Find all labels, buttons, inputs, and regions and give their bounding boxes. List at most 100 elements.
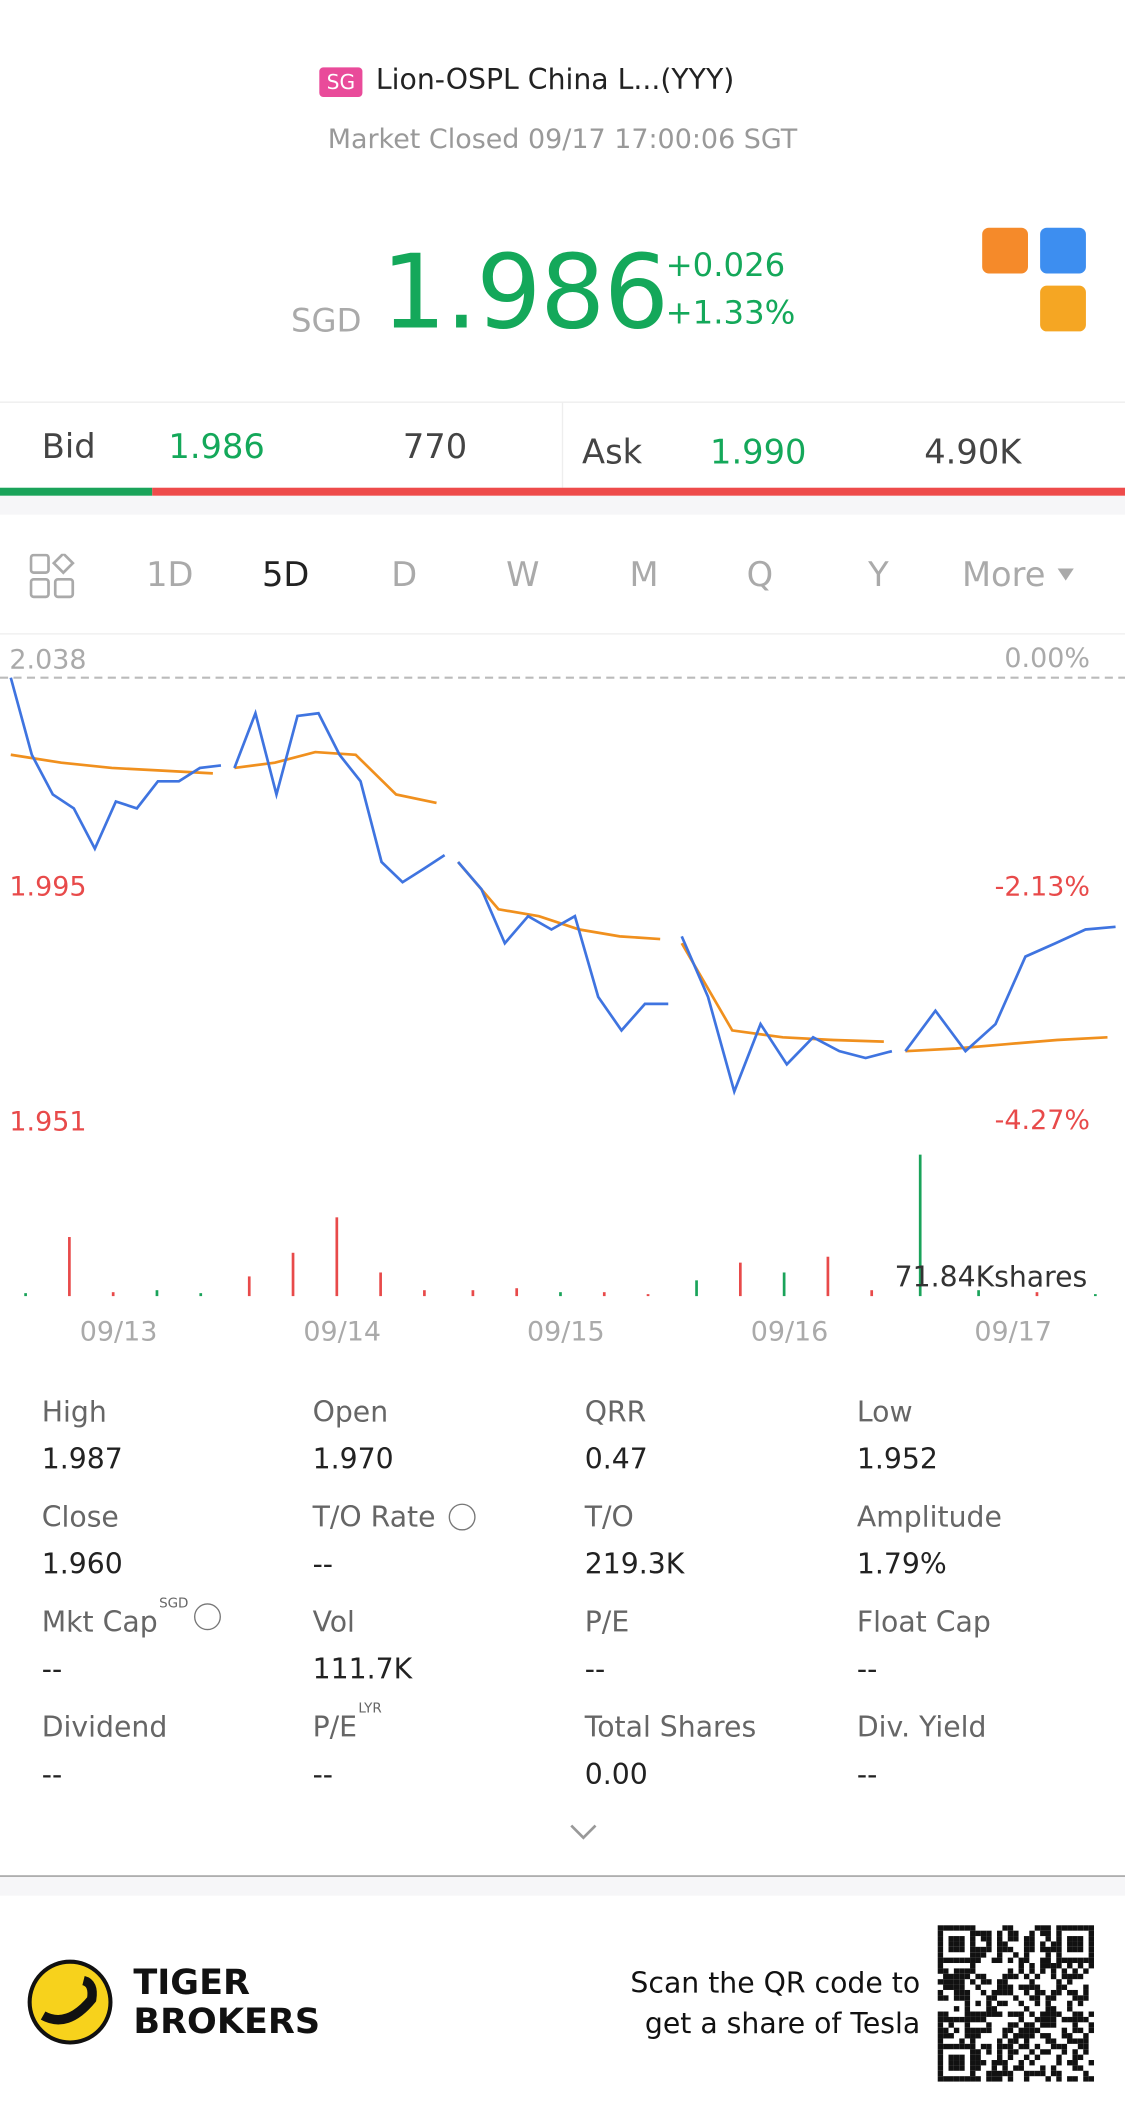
qr-module xyxy=(1007,2027,1014,2034)
qr-module xyxy=(1013,2033,1019,2039)
expand-chevron[interactable] xyxy=(567,1822,599,1844)
qr-module xyxy=(1083,1957,1089,1964)
volume-bar xyxy=(918,1154,922,1297)
qr-module xyxy=(1056,1930,1062,1937)
qr-module xyxy=(975,2054,981,2061)
qr-module xyxy=(953,2027,960,2034)
qr-module xyxy=(970,2049,976,2055)
qr-module xyxy=(1023,1941,1030,1947)
stat-label: Open xyxy=(312,1395,389,1429)
stat-label: Dividend xyxy=(41,1711,168,1744)
qr-module xyxy=(959,1979,965,1985)
bid-label: Bid xyxy=(41,427,96,467)
qr-module xyxy=(964,2043,971,2050)
qr-module xyxy=(953,2054,960,2061)
qr-module xyxy=(937,2076,944,2082)
qr-module xyxy=(1050,2011,1057,2017)
stat-label: Low xyxy=(856,1395,913,1429)
pct-tick-label: -4.27% xyxy=(995,1105,1090,1136)
qr-module xyxy=(1002,1989,1008,1996)
qr-module xyxy=(986,2043,992,2050)
pct-tick-label: -2.13% xyxy=(995,871,1090,902)
qr-module xyxy=(1077,2054,1084,2061)
tab[interactable]: 5D xyxy=(261,555,310,595)
qr-module xyxy=(964,1925,971,1931)
qr-module xyxy=(953,1925,960,1931)
qr-module xyxy=(1050,1968,1057,1974)
volume-bar xyxy=(24,1293,27,1297)
icon[interactable] xyxy=(1040,285,1086,332)
qr-module xyxy=(1067,2060,1073,2066)
qr-module xyxy=(1013,1973,1019,1980)
price-line xyxy=(9,677,222,852)
qr-module xyxy=(1040,2022,1046,2028)
qr-module xyxy=(1023,2054,1030,2061)
qr-module xyxy=(964,2016,971,2023)
layout-icon[interactable] xyxy=(29,553,76,600)
volume-bar xyxy=(471,1290,475,1297)
qr-module xyxy=(1018,2011,1024,2017)
intraday-chart: 2.038 1.995 1.951 0.00% -2.13% -4.27% 09/13 09/… xyxy=(0,643,1125,1348)
dropdown-arrow xyxy=(1057,568,1074,581)
qr-module xyxy=(1045,1936,1051,1942)
qr-module xyxy=(975,1930,981,1937)
qr-module xyxy=(1007,1989,1014,1996)
qr-module xyxy=(1072,1936,1078,1942)
volume-bar xyxy=(646,1294,650,1297)
qr-module xyxy=(959,2065,965,2071)
qr-module xyxy=(1013,1995,1019,2001)
qr-module xyxy=(1002,1973,1008,1980)
qr-module xyxy=(975,2000,981,2007)
qr-module xyxy=(1029,1930,1035,1937)
tab[interactable]: Y xyxy=(868,555,889,595)
qr-module xyxy=(1072,2065,1078,2071)
spacer xyxy=(0,1876,1125,1896)
tab[interactable]: 1D xyxy=(146,555,194,595)
qr-module xyxy=(970,2027,976,2034)
qr-module xyxy=(1067,1946,1073,1953)
stat-label: T/O Rate xyxy=(312,1500,436,1534)
qr-module xyxy=(1072,1989,1078,1996)
qr-module xyxy=(980,1936,987,1942)
qr-module xyxy=(1088,2076,1095,2082)
qr-module xyxy=(970,1979,976,1985)
volume-bar xyxy=(559,1292,562,1297)
qr-module xyxy=(1023,1973,1030,1980)
qr-module xyxy=(959,1946,965,1953)
qr-module xyxy=(959,1936,965,1942)
qr-module xyxy=(1061,2016,1068,2023)
tab[interactable]: M xyxy=(629,555,659,595)
qr-module xyxy=(1088,2060,1095,2066)
icon[interactable] xyxy=(1040,227,1086,274)
qr-module xyxy=(1034,2043,1041,2050)
qr-module xyxy=(1034,2070,1041,2077)
qr-module xyxy=(1088,1946,1095,1953)
icon[interactable] xyxy=(982,227,1028,274)
qr-module xyxy=(937,1941,944,1947)
qr-module xyxy=(986,2000,992,2007)
qr-module xyxy=(1007,2038,1014,2044)
price-line xyxy=(457,861,669,1033)
stat-value: 1.79% xyxy=(856,1548,947,1581)
qr-module xyxy=(1007,1968,1014,1974)
qr-caption: Scan the QR code to xyxy=(630,1967,921,2000)
qr-module xyxy=(970,2060,976,2066)
qr-module xyxy=(1018,2060,1024,2066)
info-icon[interactable] xyxy=(194,1603,221,1631)
stat-label: Total Shares xyxy=(584,1711,757,1744)
qr-module xyxy=(1002,1925,1008,1931)
tab[interactable]: W xyxy=(506,555,540,595)
qr-module xyxy=(953,1941,960,1947)
tab[interactable]: D xyxy=(391,555,418,595)
stat-value: -- xyxy=(41,1653,63,1686)
qr-module xyxy=(1088,1936,1095,1942)
tab[interactable]: More xyxy=(961,555,1046,595)
qr-module xyxy=(959,1941,965,1947)
qr-module xyxy=(1007,2049,1014,2055)
qr-module xyxy=(943,1984,949,1990)
info-icon[interactable] xyxy=(448,1503,476,1531)
last-price: 1.986 xyxy=(381,231,669,352)
qr-module xyxy=(1056,1957,1062,1964)
qr-module xyxy=(943,1925,949,1931)
tab[interactable]: Q xyxy=(746,555,774,595)
